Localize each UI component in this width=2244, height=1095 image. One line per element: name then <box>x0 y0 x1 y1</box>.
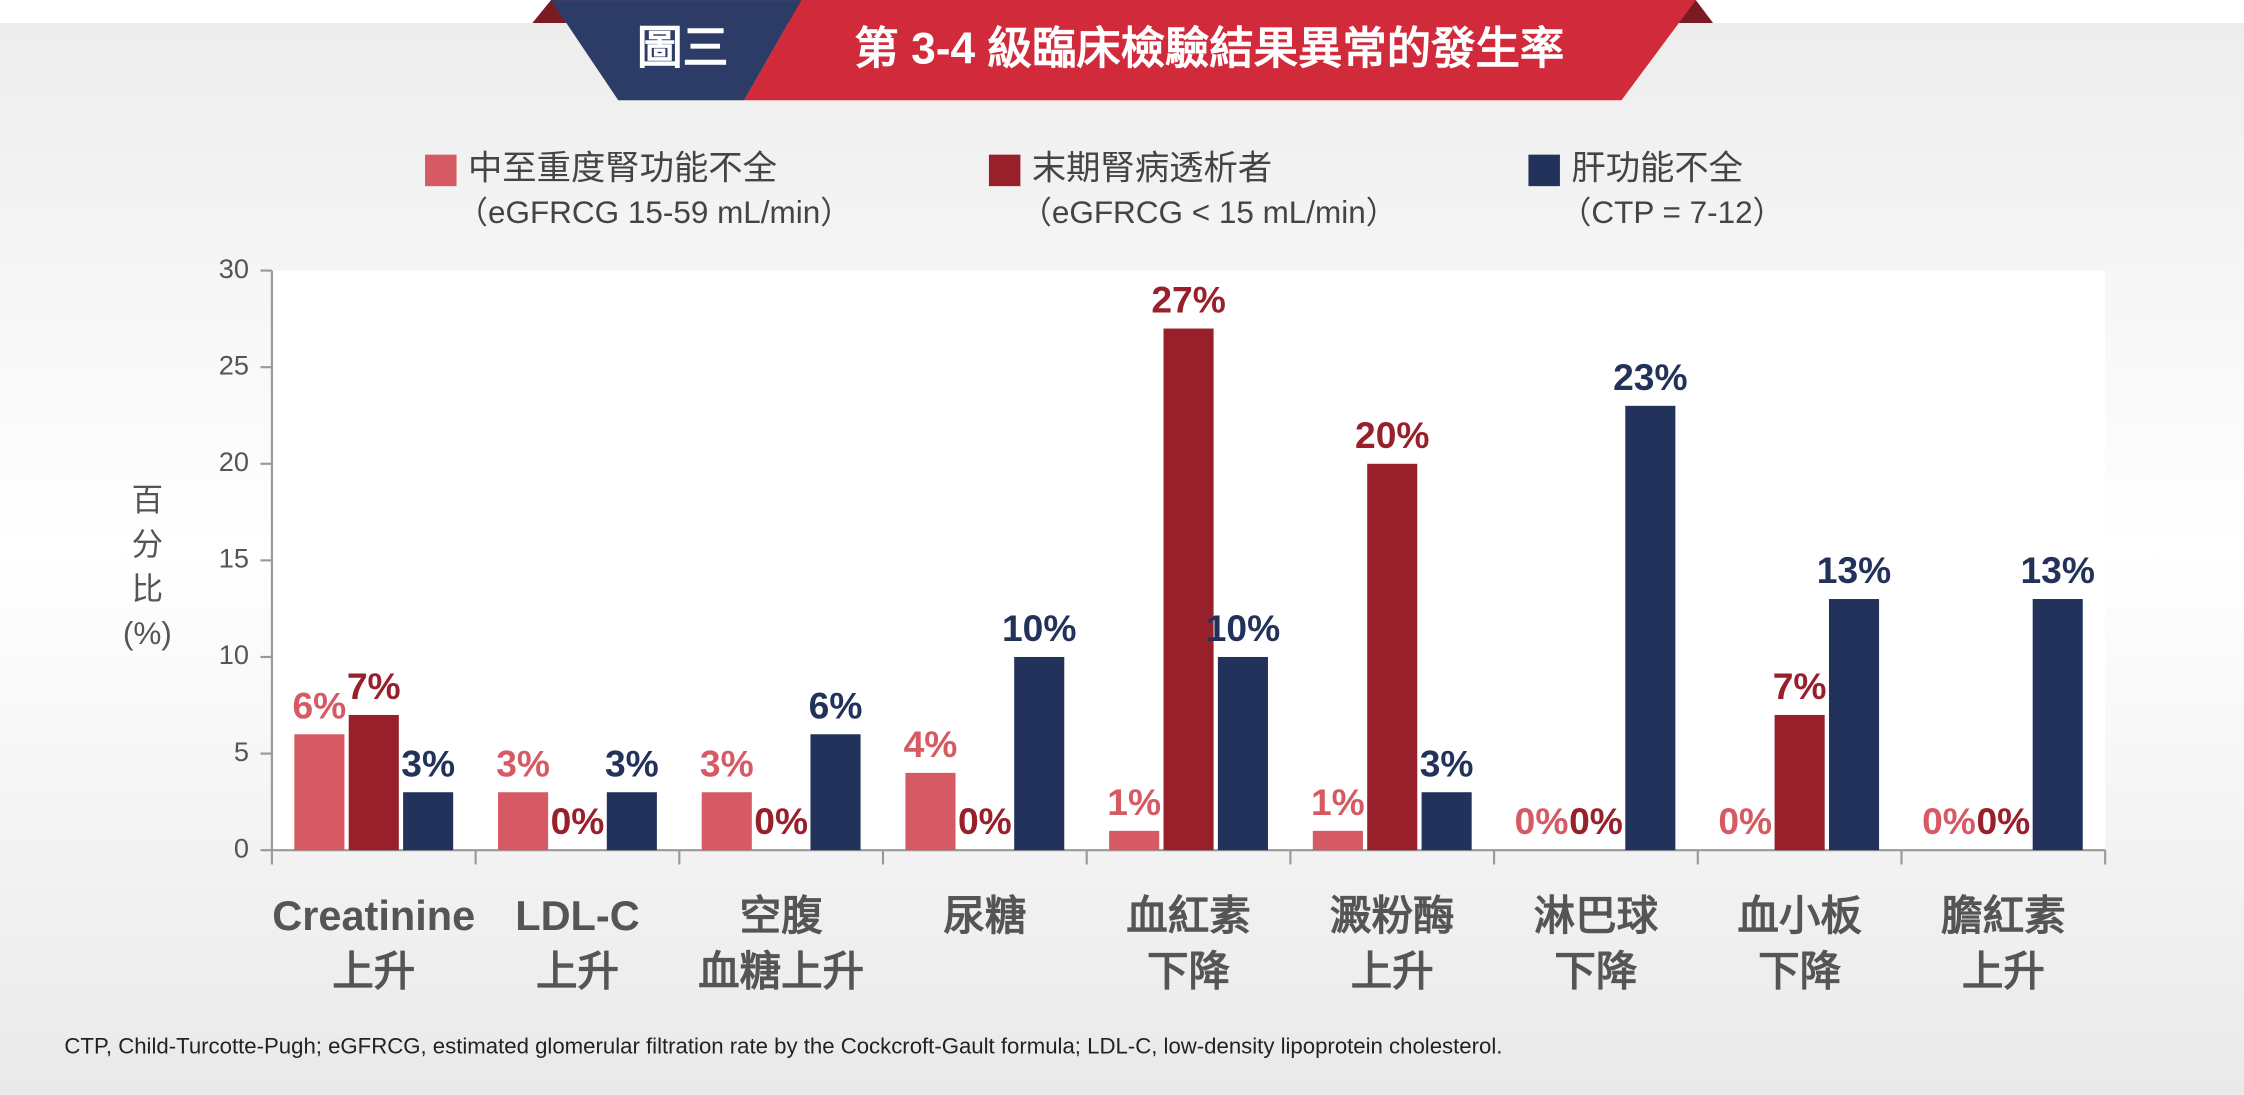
y-tick-label: 5 <box>234 736 249 767</box>
value-label: 3% <box>401 742 455 784</box>
bar <box>606 792 657 851</box>
legend-sublabel: （CTP = 7-12） <box>1560 195 1784 230</box>
x-tick-label: 膽紅素 <box>1941 892 2066 939</box>
legend-swatch <box>425 154 457 187</box>
x-tick-label: LDL-C <box>515 892 639 939</box>
value-label: 10% <box>1206 607 1280 649</box>
value-label: 3% <box>700 742 754 784</box>
value-label: 1% <box>1107 781 1161 823</box>
bar <box>701 792 752 851</box>
y-tick-label: 0 <box>234 832 249 863</box>
bar <box>1014 656 1065 851</box>
value-label: 10% <box>1002 607 1076 649</box>
bar <box>1367 463 1418 851</box>
bar <box>1109 830 1160 851</box>
bar <box>1217 656 1268 851</box>
y-tick-label: 20 <box>219 446 249 477</box>
value-label: 20% <box>1355 414 1429 456</box>
value-label: 3% <box>496 742 550 784</box>
value-label: 0% <box>1922 800 1976 842</box>
x-tick-label: 血紅素 <box>1126 892 1251 939</box>
value-label: 0% <box>1515 800 1569 842</box>
x-tick-label: 上升 <box>332 948 415 995</box>
legend-label: 肝功能不全 <box>1571 149 1743 187</box>
x-tick-label: 上升 <box>1351 948 1434 995</box>
bar <box>1163 328 1214 851</box>
x-tick-label: 澱粉酶 <box>1330 892 1455 939</box>
value-label: 0% <box>1569 800 1623 842</box>
value-label: 4% <box>904 723 958 765</box>
value-label: 0% <box>1718 800 1772 842</box>
value-label: 7% <box>1773 665 1827 707</box>
x-tick-label: 下降 <box>1758 948 1842 995</box>
y-axis-label: 分 <box>132 527 163 562</box>
value-label: 13% <box>2020 549 2094 591</box>
x-tick-label: 上升 <box>1962 948 2045 995</box>
value-label: 6% <box>293 684 347 726</box>
banner-title <box>744 0 1696 101</box>
x-tick-label: Creatinine <box>272 892 475 939</box>
x-tick-label: 尿糖 <box>943 892 1026 939</box>
x-tick-label: 空腹 <box>740 892 824 939</box>
badge: 圖三 <box>637 23 729 74</box>
y-axis-label: 比 <box>132 571 163 606</box>
bar <box>1828 599 1880 851</box>
legend-sublabel: （eGFRCG < 15 mL/min） <box>1020 195 1397 230</box>
value-label: 13% <box>1817 549 1891 591</box>
value-label: 0% <box>1976 800 2030 842</box>
x-tick-label: 下降 <box>1554 948 1638 995</box>
x-tick-label: 血小板 <box>1737 892 1862 939</box>
value-label: 1% <box>1311 781 1365 823</box>
bar <box>294 734 345 851</box>
y-axis-label: (%) <box>123 616 172 651</box>
bar <box>498 792 549 851</box>
legend-label: 末期腎病透析者 <box>1032 149 1272 187</box>
value-label: 6% <box>809 684 863 726</box>
bar <box>1421 792 1472 851</box>
legend-swatch <box>988 154 1021 187</box>
bar <box>1312 830 1363 851</box>
y-tick-label: 30 <box>219 253 249 284</box>
legend-label: 中至重度腎功能不全 <box>468 149 777 187</box>
bar <box>1625 405 1676 851</box>
bar <box>403 792 454 851</box>
x-tick-label: 上升 <box>536 948 619 995</box>
y-tick-label: 25 <box>219 349 249 380</box>
chart-title: 第 3-4 級臨床檢驗結果異常的發生率 <box>854 23 1564 73</box>
banner-badge <box>550 0 802 101</box>
value-label: 27% <box>1151 279 1225 321</box>
y-tick-label: 10 <box>219 639 249 670</box>
legend-swatch <box>1528 154 1560 187</box>
footnote: CTP, Child-Turcotte-Pugh; eGFRCG, estima… <box>64 1034 1502 1059</box>
legend-sublabel: （eGFRCG 15-59 mL/min） <box>457 195 852 230</box>
value-label: 0% <box>958 800 1012 842</box>
bar <box>2032 599 2083 851</box>
x-tick-label: 血糖上升 <box>698 948 864 995</box>
value-label: 3% <box>1420 742 1474 784</box>
value-label: 3% <box>605 742 659 784</box>
value-label: 0% <box>754 800 808 842</box>
x-tick-label: 淋巴球 <box>1534 892 1659 939</box>
x-tick-label: 下降 <box>1147 948 1231 995</box>
bar <box>348 714 399 851</box>
bar <box>1774 714 1825 851</box>
y-axis-label: 百 <box>132 483 163 518</box>
bar <box>810 734 861 851</box>
value-label: 7% <box>347 665 401 707</box>
y-tick-label: 15 <box>219 543 249 574</box>
value-label: 23% <box>1613 356 1687 398</box>
value-label: 0% <box>551 800 605 842</box>
bar <box>905 772 956 851</box>
